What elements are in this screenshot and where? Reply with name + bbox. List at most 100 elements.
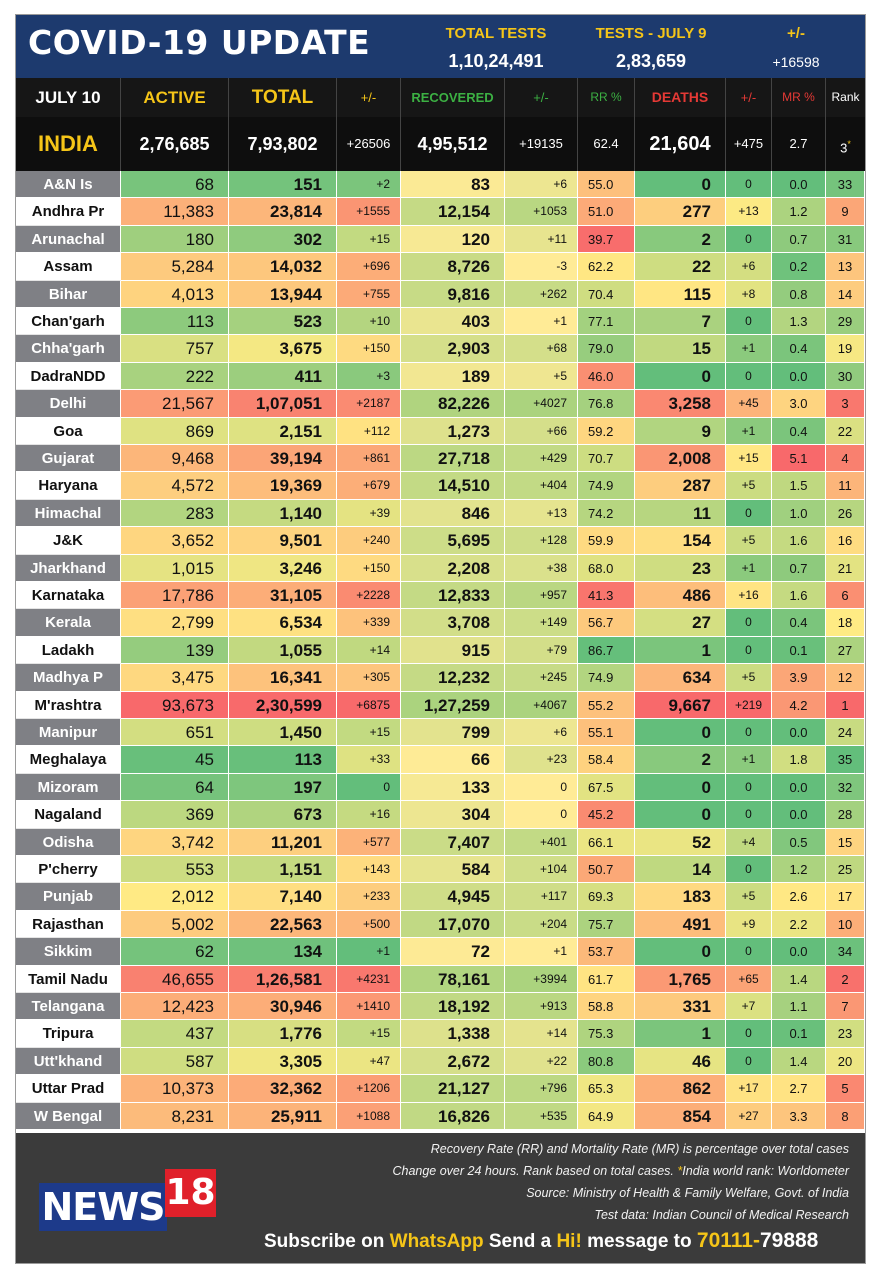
total-change-cell: +150 [337,335,401,363]
mr-cell: 1.4 [772,1047,826,1076]
active-cell: 17,786 [121,582,229,610]
date-header: JULY 10 [16,78,121,117]
deaths-cell: 46 [635,1047,726,1076]
rr-cell: 53.7 [578,938,635,966]
rr-cell: 62.2 [578,253,635,281]
recovered-cell: 18,192 [401,993,505,1021]
footer-asterisk: * [677,1164,683,1178]
table-row: Goa 869 2,151 +112 1,273 +66 59.2 9 +1 0.4 22 [16,417,865,445]
table-row: Meghalaya 45 113 +33 66 +23 58.4 2 +1 1.8 35 [16,746,865,774]
total-cell: 2,30,599 [229,691,337,719]
deaths-cell: 2 [635,225,726,254]
active-cell: 587 [121,1047,229,1076]
total-cell: 1,055 [229,636,337,665]
deaths-change-cell: +219 [726,691,772,719]
recovered-cell: 27,718 [401,445,505,473]
total-change-cell: +150 [337,554,401,582]
deaths-change-cell: 0 [726,171,772,199]
rank-cell: 16 [826,527,865,555]
total-cell: 31,105 [229,582,337,610]
recovered-change-cell: +13 [505,499,578,528]
active-cell: 4,013 [121,280,229,308]
deaths-change-cell: 0 [726,636,772,665]
total-change-header: +/- [337,78,401,117]
rr-cell: 75.7 [578,910,635,939]
rr-cell: 67.5 [578,773,635,802]
rank-cell: 25 [826,856,865,884]
rank-cell: 15 [826,828,865,856]
total-change-cell: +4231 [337,965,401,993]
rank-cell: 12 [826,664,865,692]
mr-cell: 0.0 [772,938,826,966]
recovered-cell: 4,945 [401,883,505,911]
tests-change-label: +/- [787,25,805,42]
mr-cell: 2.6 [772,883,826,911]
state-name: Sikkim [16,938,121,966]
state-name: W Bengal [16,1102,121,1130]
deaths-change-cell: 0 [726,719,772,747]
total-change-cell: +679 [337,472,401,500]
state-name: Manipur [16,719,121,747]
deaths-change-cell: 0 [726,225,772,254]
active-cell: 45 [121,746,229,774]
total-cell: 113 [229,746,337,774]
mr-cell: 3.3 [772,1102,826,1130]
state-name: Arunachal [16,225,121,254]
state-name: Delhi [16,390,121,418]
table-row: Andhra Pr 11,383 23,814 +1555 12,154 +1053 51.… [16,198,865,226]
table-row: Chan'garh 113 523 +10 403 +1 77.1 7 0 1.3 29 [16,308,865,336]
rr-cell: 68.0 [578,554,635,582]
recovered-change-header: +/- [505,78,578,117]
total-change-cell: +755 [337,280,401,308]
rank-cell: 19 [826,335,865,363]
state-name: Chha'garh [16,335,121,363]
table-row: Tripura 437 1,776 +15 1,338 +14 75.3 1 0 0.1 23 [16,1020,865,1048]
recovered-header: RECOVERED [401,78,505,117]
footer-note-rates: Recovery Rate (RR) and Mortality Rate (M… [430,1142,849,1156]
recovered-change-cell: +262 [505,280,578,308]
recovered-cell: 16,826 [401,1102,505,1130]
table-row: Manipur 651 1,450 +15 799 +6 55.1 0 0 0.0 24 [16,719,865,747]
subscribe-whatsapp: WhatsApp [389,1231,484,1252]
subscribe-text-2: Send a [488,1231,552,1252]
active-cell: 2,012 [121,883,229,911]
recovered-cell: 83 [401,171,505,199]
recovered-change-cell: +14 [505,1020,578,1048]
total-change-cell: +305 [337,664,401,692]
rank-cell: 30 [826,362,865,391]
recovered-cell: 9,816 [401,280,505,308]
total-change-cell: +339 [337,609,401,637]
rank-cell: 4 [826,445,865,473]
recovered-change-cell: +23 [505,746,578,774]
active-cell: 3,652 [121,527,229,555]
recovered-cell: 846 [401,499,505,528]
footer-note-change-b: India world rank: Worldometer [682,1164,849,1178]
table-row: M'rashtra 93,673 2,30,599 +6875 1,27,259 +406… [16,691,865,719]
recovered-cell: 7,407 [401,828,505,856]
state-name: Meghalaya [16,746,121,774]
deaths-cell: 0 [635,362,726,391]
mr-cell: 1.6 [772,527,826,555]
mr-cell: 1.4 [772,965,826,993]
recovered-cell: 5,695 [401,527,505,555]
rr-cell: 59.9 [578,527,635,555]
total-cell: 7,140 [229,883,337,911]
mr-cell: 1.6 [772,582,826,610]
mr-cell: 0.0 [772,171,826,199]
recovered-change-cell: +22 [505,1047,578,1076]
active-cell: 4,572 [121,472,229,500]
active-cell: 651 [121,719,229,747]
table-row: P'cherry 553 1,151 +143 584 +104 50.7 14 0 1.2 25 [16,856,865,884]
recovered-change-cell: +104 [505,856,578,884]
mr-cell: 0.7 [772,225,826,254]
recovered-change-cell: +913 [505,993,578,1021]
total-cell: 1,140 [229,499,337,528]
deaths-cell: 7 [635,308,726,336]
india-row: INDIA 2,76,685 7,93,802 +26506 4,95,512 … [16,117,865,171]
recovered-change-cell: +245 [505,664,578,692]
rr-cell: 69.3 [578,883,635,911]
deaths-change-cell: +4 [726,828,772,856]
active-cell: 64 [121,773,229,802]
india-rank: 3* [826,117,865,171]
mr-cell: 0.0 [772,362,826,391]
